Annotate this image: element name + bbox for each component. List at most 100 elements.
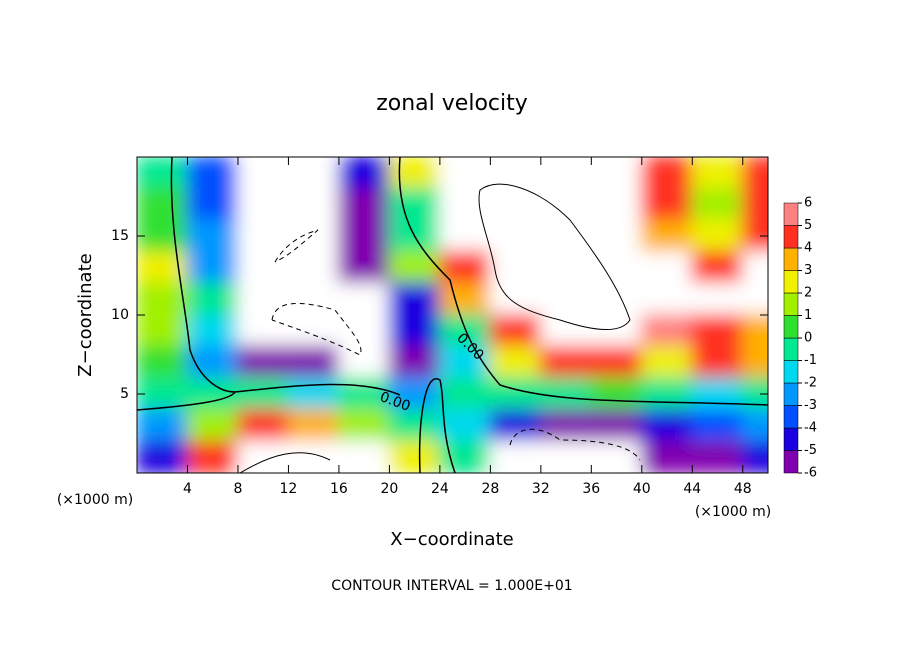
footer-note: CONTOUR INTERVAL = 1.000E+01 [331, 578, 572, 594]
field-cell [741, 157, 768, 190]
field-cell [640, 314, 694, 348]
y-tick-label: 10 [111, 307, 129, 323]
field-cell [539, 250, 593, 285]
field-cell [640, 187, 694, 222]
field-cell [640, 219, 694, 253]
field-cell [640, 345, 694, 380]
field-cell [337, 282, 391, 316]
field-cell [590, 408, 643, 443]
colorbar-band [783, 202, 799, 226]
field-cell [287, 187, 340, 222]
colorbar-label: -2 [804, 376, 817, 391]
field-cell [438, 377, 492, 411]
field-cell [186, 408, 239, 443]
x-tick-label: 12 [280, 481, 298, 497]
field-cell [186, 440, 239, 473]
colorbar-band [783, 405, 799, 429]
field-cell [438, 187, 492, 222]
field-cell [539, 314, 593, 348]
field-cell [337, 219, 391, 253]
field-cell [337, 157, 391, 190]
colorbar-label: 5 [804, 218, 812, 233]
field-cell [489, 345, 542, 380]
colorbar-label: -6 [804, 466, 817, 481]
x-tick-label: 16 [330, 481, 348, 497]
colorbar-band [783, 360, 799, 384]
field-cell [186, 282, 239, 316]
field-cell [640, 250, 694, 285]
contour-positive [239, 452, 331, 473]
field-cell [741, 282, 768, 316]
field-cell [186, 314, 239, 348]
field-cell [489, 282, 542, 316]
field-cell [337, 250, 391, 285]
field-cell [489, 187, 542, 222]
field-cell [388, 187, 441, 222]
field-cell [186, 219, 239, 253]
field-cell [137, 219, 189, 253]
field-cell [236, 157, 290, 190]
field-cell [236, 219, 290, 253]
field-cell [137, 314, 189, 348]
field-cell [741, 250, 768, 285]
field-cell [640, 282, 694, 316]
field-cell [741, 314, 768, 348]
field-cell [337, 377, 391, 411]
field-cell [137, 377, 189, 411]
field-cell [691, 408, 744, 443]
x-tick-label: 40 [633, 481, 651, 497]
field-cell [236, 314, 290, 348]
field-cell [640, 377, 694, 411]
field-cell [137, 440, 189, 473]
field-cell [489, 408, 542, 443]
field-cell [539, 219, 593, 253]
field-cell [640, 440, 694, 473]
x-tick-label: 20 [380, 481, 398, 497]
field-cell [438, 250, 492, 285]
field-cell [539, 408, 593, 443]
field-cell [236, 345, 290, 380]
x-tick-label: 24 [431, 481, 449, 497]
colorbar-label: 3 [804, 263, 812, 278]
field-cell [539, 377, 593, 411]
colorbar-band [783, 450, 799, 474]
field-cell [337, 408, 391, 443]
x-tick-label: 32 [532, 481, 550, 497]
x-tick-label: 8 [233, 481, 242, 497]
colorbar-label: -1 [804, 353, 817, 368]
colorbar-band [783, 292, 799, 316]
field-cell [489, 157, 542, 190]
field-cell [137, 187, 189, 222]
chart-title: zonal velocity [376, 91, 528, 116]
field-cell [489, 440, 542, 473]
field-cell [438, 157, 492, 190]
colorbar-band [783, 270, 799, 294]
field-cell [236, 282, 290, 316]
field-cell [186, 250, 239, 285]
x-axis-label: X−coordinate [390, 529, 513, 550]
field-cell [287, 408, 340, 443]
field-cell [388, 282, 441, 316]
field-cell [590, 157, 643, 190]
field-cell [539, 282, 593, 316]
contour-lines [137, 157, 768, 473]
field-cell [287, 282, 340, 316]
field-cell [691, 314, 744, 348]
field-cell [539, 345, 593, 380]
field-cell [236, 187, 290, 222]
field-cell [640, 157, 694, 190]
field-cell [236, 250, 290, 285]
field-cell [691, 157, 744, 190]
contour-zero [170, 157, 401, 396]
field-cell [590, 219, 643, 253]
field-cell [287, 345, 340, 380]
field-cell [438, 408, 492, 443]
field-cell [741, 408, 768, 443]
x-tick-label: 48 [734, 481, 752, 497]
y-tick-label: 5 [120, 386, 129, 402]
field-cell [388, 157, 441, 190]
colorbar-label: -3 [804, 398, 817, 413]
contour-positive [478, 183, 631, 330]
x-tick-label: 44 [683, 481, 701, 497]
